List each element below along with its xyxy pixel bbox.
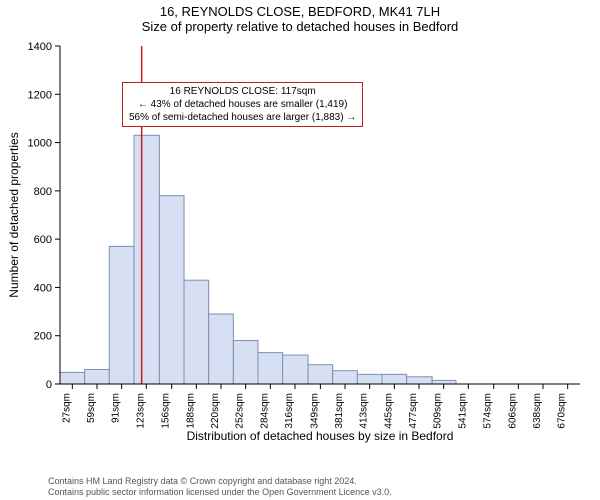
title-main: 16, REYNOLDS CLOSE, BEDFORD, MK41 7LH	[0, 4, 600, 19]
footer-line2: Contains public sector information licen…	[48, 487, 600, 498]
x-tick-label: 638sqm	[532, 393, 543, 429]
x-axis-title: Distribution of detached houses by size …	[187, 429, 454, 443]
title-sub: Size of property relative to detached ho…	[0, 19, 600, 34]
histogram-bar	[333, 371, 358, 384]
x-tick-label: 220sqm	[210, 393, 221, 429]
histogram-bar	[258, 353, 283, 384]
histogram-bar	[109, 246, 134, 384]
x-tick-label: 509sqm	[433, 393, 444, 429]
plot-wrap: 0 200 400 600 800 1000 1200 1400 Number of detac…	[0, 34, 600, 444]
x-tick-label: 27sqm	[61, 393, 72, 423]
y-tick-label: 1000	[28, 138, 52, 150]
histogram-bar	[308, 365, 333, 384]
histogram-bar	[382, 374, 407, 384]
x-tick-label: 91sqm	[111, 393, 122, 423]
histogram-bar	[209, 314, 234, 384]
y-tick-label: 0	[46, 379, 52, 391]
y-tick-label: 1400	[28, 41, 52, 53]
x-tick-label: 477sqm	[408, 393, 419, 429]
info-box: 16 REYNOLDS CLOSE: 117sqm ← 43% of detac…	[122, 82, 363, 127]
y-tick-label: 400	[34, 282, 52, 294]
x-tick-label: 541sqm	[457, 393, 468, 429]
info-box-line3: 56% of semi-detached houses are larger (…	[129, 111, 356, 124]
histogram-bar	[233, 341, 258, 384]
info-box-line2: ← 43% of detached houses are smaller (1,…	[129, 98, 356, 111]
y-tick-label: 1200	[28, 89, 52, 101]
x-tick-label: 316sqm	[284, 393, 295, 429]
x-tick-label: 445sqm	[383, 393, 394, 429]
chart-titles: 16, REYNOLDS CLOSE, BEDFORD, MK41 7LH Si…	[0, 0, 600, 34]
x-tick-label: 413sqm	[359, 393, 370, 429]
x-tick-label: 381sqm	[334, 393, 345, 429]
footer-text: Contains HM Land Registry data © Crown c…	[0, 476, 600, 499]
x-tick-label: 284sqm	[259, 393, 270, 429]
y-tick-label: 800	[34, 186, 52, 198]
histogram-bar	[432, 380, 456, 384]
y-tick-label: 200	[34, 331, 52, 343]
x-tick-label: 156sqm	[161, 393, 172, 429]
histogram-bar	[159, 196, 184, 384]
y-tick-label: 600	[34, 234, 52, 246]
x-tick-label: 188sqm	[185, 393, 196, 429]
x-tick-label: 349sqm	[309, 393, 320, 429]
info-box-line1: 16 REYNOLDS CLOSE: 117sqm	[129, 85, 356, 98]
histogram-bar	[357, 374, 382, 384]
x-tick-label: 574sqm	[483, 393, 494, 429]
histogram-bar	[134, 135, 159, 384]
x-tick-label: 606sqm	[507, 393, 518, 429]
x-tick-label: 59sqm	[86, 393, 97, 423]
x-tick-label: 670sqm	[557, 393, 568, 429]
x-tick-label: 252sqm	[235, 393, 246, 429]
x-tick-label: 123sqm	[135, 393, 146, 429]
histogram-bar	[407, 377, 432, 384]
histogram-bar	[283, 355, 308, 384]
chart-container: 16, REYNOLDS CLOSE, BEDFORD, MK41 7LH Si…	[0, 0, 600, 500]
histogram-bar	[85, 370, 110, 384]
histogram-bar	[60, 372, 85, 384]
y-axis-title: Number of detached properties	[7, 132, 21, 297]
footer-line1: Contains HM Land Registry data © Crown c…	[48, 476, 600, 487]
histogram-bar	[184, 280, 209, 384]
